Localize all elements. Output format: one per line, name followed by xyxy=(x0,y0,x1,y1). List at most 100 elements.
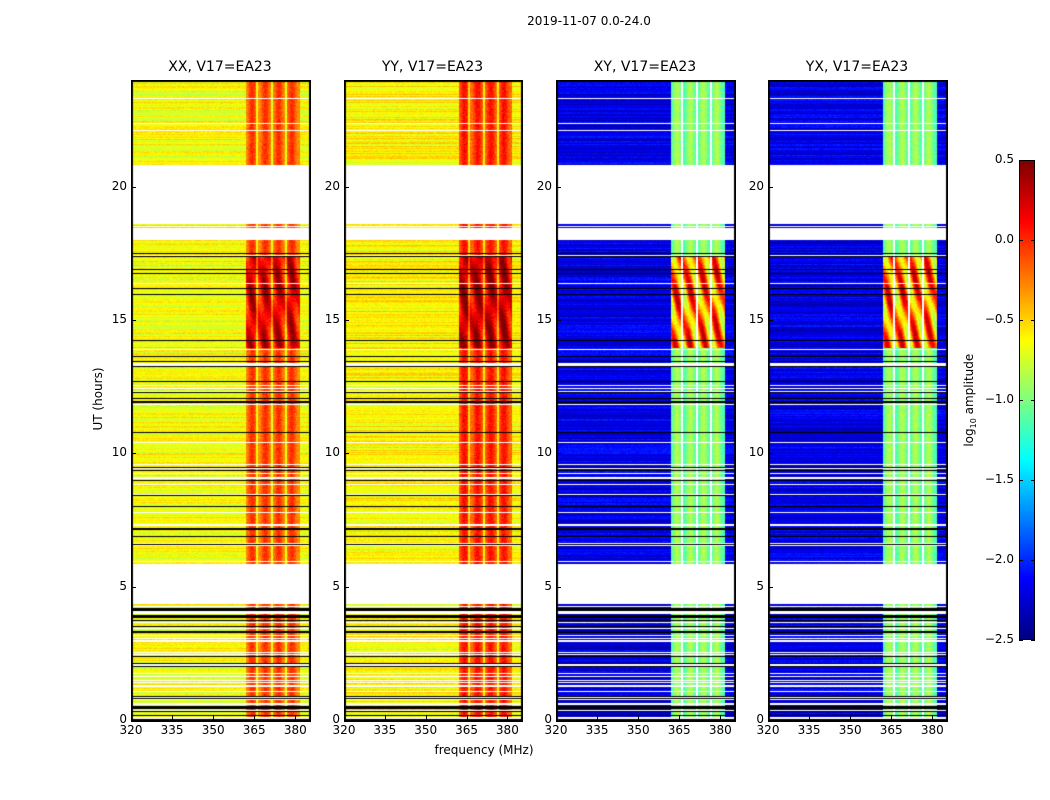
x-tick xyxy=(344,715,345,720)
x-tick xyxy=(679,715,681,720)
colorbar-tick xyxy=(1031,560,1035,561)
y-tick xyxy=(556,320,561,321)
heatmap-yy xyxy=(344,80,523,722)
x-axis-label: frequency (MHz) xyxy=(434,743,534,757)
x-tick-label: 350 xyxy=(201,723,225,737)
x-tick-label: 350 xyxy=(838,723,862,737)
y-tick xyxy=(344,586,349,588)
x-tick-label: 380 xyxy=(495,723,519,737)
colorbar-tick xyxy=(1019,320,1023,321)
y-tick-label: 20 xyxy=(748,178,764,193)
x-tick-label: 365 xyxy=(667,723,691,737)
x-tick-label: 380 xyxy=(920,723,944,737)
colorbar-tick-label: 0.5 xyxy=(994,152,1014,166)
y-tick-label: 0 xyxy=(119,712,127,726)
x-tick-label: 335 xyxy=(373,723,397,737)
y-tick-label: 0 xyxy=(544,712,552,726)
colorbar-tick xyxy=(1031,240,1035,241)
panel-yy: YY, V17=EA23 320 335 350 365 380 0 5 10 15 20 xyxy=(325,59,523,737)
x-tick xyxy=(425,715,427,720)
y-tick-label: 5 xyxy=(332,578,340,593)
y-tick xyxy=(556,186,561,188)
colorbar-tick xyxy=(1031,640,1035,641)
x-tick xyxy=(809,715,811,720)
x-tick-label: 365 xyxy=(879,723,903,737)
x-tick-label: 350 xyxy=(414,723,438,737)
panel-xx: XX, V17=EA23 320 335 350 365 380 0 5 10 15 20 xyxy=(112,59,311,737)
y-tick xyxy=(344,453,349,455)
y-tick-label: 15 xyxy=(111,312,127,326)
x-tick-label: 320 xyxy=(119,723,143,737)
colorbar-tick xyxy=(1031,400,1035,401)
colorbar-tick xyxy=(1019,640,1023,641)
y-tick-label: 0 xyxy=(332,712,340,726)
y-tick-label: 20 xyxy=(324,178,340,193)
x-tick xyxy=(172,715,174,720)
panel-title: XY, V17=EA23 xyxy=(593,59,697,75)
colorbar-tick xyxy=(1019,560,1023,561)
x-tick xyxy=(850,715,852,720)
y-tick-label: 10 xyxy=(324,445,340,460)
y-tick-label: 15 xyxy=(324,312,340,326)
x-tick xyxy=(384,715,386,720)
y-tick-label: 20 xyxy=(111,178,127,193)
panel-title: XX, V17=EA23 xyxy=(168,59,272,75)
y-tick-label: 15 xyxy=(748,312,764,326)
figure-title: 2019-11-07 0.0-24.0 xyxy=(527,14,651,28)
y-tick xyxy=(344,720,349,721)
x-tick xyxy=(254,715,256,720)
panel-xy: XY, V17=EA23 320 335 350 365 380 0 5 10 15 20 xyxy=(537,59,736,737)
colorbar-label: log10 amplitude xyxy=(962,345,978,455)
y-tick-label: 0 xyxy=(756,712,764,726)
y-tick xyxy=(768,586,773,588)
colorbar-tick-label: −0.5 xyxy=(984,312,1014,326)
y-tick xyxy=(556,720,561,721)
y-tick xyxy=(344,320,349,321)
x-tick xyxy=(507,715,509,720)
x-tick-label: 335 xyxy=(797,723,821,737)
colorbar-tick-label: −1.5 xyxy=(984,472,1014,486)
x-tick-label: 365 xyxy=(455,723,478,737)
y-tick xyxy=(344,186,349,188)
colorbar-tick-label: −2.5 xyxy=(984,632,1014,646)
colorbar-tick-label: −2.0 xyxy=(984,552,1014,566)
y-tick xyxy=(768,720,773,721)
y-tick xyxy=(768,186,773,188)
colorbar-label-rest: amplitude xyxy=(961,353,976,419)
x-tick xyxy=(131,715,132,720)
x-tick-label: 380 xyxy=(283,723,307,737)
y-tick-label: 5 xyxy=(544,578,552,593)
y-axis-label: UT (hours) xyxy=(91,367,105,431)
colorbar-tick xyxy=(1019,160,1023,161)
y-tick xyxy=(131,186,136,188)
y-tick xyxy=(768,453,773,455)
x-tick xyxy=(597,715,599,720)
x-tick xyxy=(556,715,557,720)
heatmap-yx xyxy=(768,80,948,722)
y-tick xyxy=(131,720,136,721)
x-tick xyxy=(891,715,893,720)
x-tick-label: 365 xyxy=(242,723,266,737)
y-tick xyxy=(131,320,136,321)
colorbar-tick xyxy=(1031,320,1035,321)
heatmap-xx xyxy=(131,80,311,722)
colorbar-tick-label: 0.0 xyxy=(994,232,1014,246)
y-tick-label: 20 xyxy=(536,178,552,193)
colorbar-tick xyxy=(1019,400,1023,401)
y-tick xyxy=(131,586,136,588)
y-tick-label: 10 xyxy=(536,445,552,460)
colorbar-tick xyxy=(1031,160,1035,161)
y-tick-label: 10 xyxy=(748,445,764,460)
y-tick xyxy=(556,586,561,588)
colorbar-label-main: log xyxy=(961,428,976,447)
y-tick-label: 5 xyxy=(119,578,127,593)
x-tick xyxy=(768,715,769,720)
x-tick-label: 335 xyxy=(160,723,184,737)
y-tick-label: 10 xyxy=(111,445,127,460)
colorbar-tick-label: −1.0 xyxy=(984,392,1014,406)
panel-title: YY, V17=EA23 xyxy=(381,59,484,75)
panel-title: YX, V17=EA23 xyxy=(805,59,909,75)
colorbar-tick xyxy=(1019,480,1023,481)
heatmap-xy xyxy=(556,80,736,722)
